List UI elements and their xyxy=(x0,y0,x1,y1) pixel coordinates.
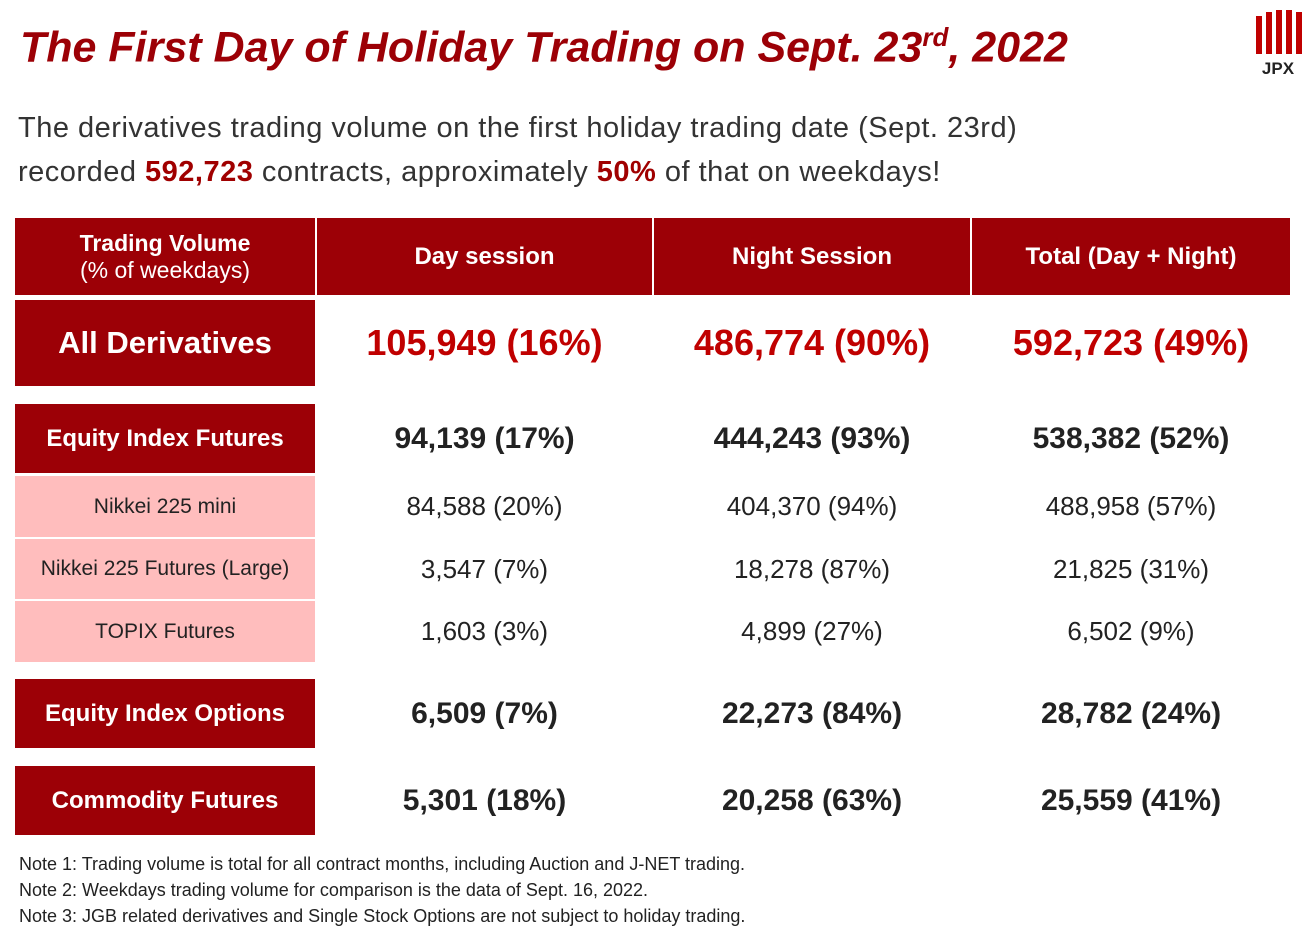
value-cell: 538,382 (52%) xyxy=(1032,421,1230,455)
title: The First Day of Holiday Trading on Sept… xyxy=(20,22,1068,72)
value-cell: 6,509 (7%) xyxy=(411,696,558,730)
value-cell: 20,258 (63%) xyxy=(721,783,903,817)
header-text: Trading Volume xyxy=(79,229,251,256)
value-cell: 21,825 (31%) xyxy=(1052,553,1210,584)
value-cell: 18,278 (87%) xyxy=(733,553,891,584)
summary-highlight: 50% xyxy=(596,156,657,188)
summary-highlight: 592,723 xyxy=(145,156,254,188)
value-cell: 4,899 (27%) xyxy=(741,616,883,646)
row-label: All Derivatives xyxy=(15,300,315,386)
summary-line: The derivatives trading volume on the fi… xyxy=(18,112,1018,144)
value-cell: 6,502 (9%) xyxy=(1067,616,1195,646)
title-text: , 2022 xyxy=(948,23,1068,72)
row-label: TOPIX Futures xyxy=(15,601,315,662)
value-cell: 1,603 (3%) xyxy=(420,616,549,646)
value-cell: 28,782 (24%) xyxy=(1040,696,1222,730)
note: Note 1: Trading volume is total for all … xyxy=(19,854,746,874)
row-label: Commodity Futures xyxy=(15,766,315,835)
logo-text: JPX xyxy=(1262,59,1295,78)
value-cell: 444,243 (93%) xyxy=(713,421,911,455)
title-sup: rd xyxy=(922,22,949,52)
summary-text: recorded xyxy=(18,156,146,188)
note: Note 3: JGB related derivatives and Sing… xyxy=(19,906,746,926)
row-label: Equity Index Options xyxy=(15,679,315,748)
value-cell: 84,588 (20%) xyxy=(406,491,563,521)
summary-text: contracts, approximately xyxy=(253,156,597,188)
row-label: Nikkei 225 mini xyxy=(15,476,315,537)
value-cell: 404,370 (94%) xyxy=(726,491,898,521)
title-text: The First Day of Holiday Trading on Sept… xyxy=(20,23,923,72)
value-cell: 22,273 (84%) xyxy=(721,696,903,730)
header-cell: Total (Day + Night) xyxy=(972,218,1290,295)
value-cell: 94,139 (17%) xyxy=(394,421,575,455)
row-label: Equity Index Futures xyxy=(15,404,315,473)
summary-line: recorded 592,723 contracts, approximatel… xyxy=(18,156,941,189)
value-cell: 105,949 (16%) xyxy=(366,322,603,363)
header-cell: Trading Volume (% of weekdays) xyxy=(15,218,315,295)
value-cell: 25,559 (41%) xyxy=(1040,783,1222,817)
header-cell: Day session xyxy=(317,218,652,295)
value-cell: 486,774 (90%) xyxy=(693,322,931,363)
header-text: (% of weekdays) xyxy=(79,256,250,283)
logo: JPX xyxy=(1256,10,1302,78)
value-cell: 488,958 (57%) xyxy=(1045,491,1217,521)
header-cell: Night Session xyxy=(654,218,970,295)
value-cell: 5,301 (18%) xyxy=(402,783,567,817)
value-cell: 592,723 (49%) xyxy=(1012,322,1250,363)
summary-text: of that on weekdays! xyxy=(656,156,941,188)
value-cell: 3,547 (7%) xyxy=(420,553,549,584)
note: Note 2: Weekdays trading volume for comp… xyxy=(19,880,649,900)
row-label: Nikkei 225 Futures (Large) xyxy=(15,539,315,599)
